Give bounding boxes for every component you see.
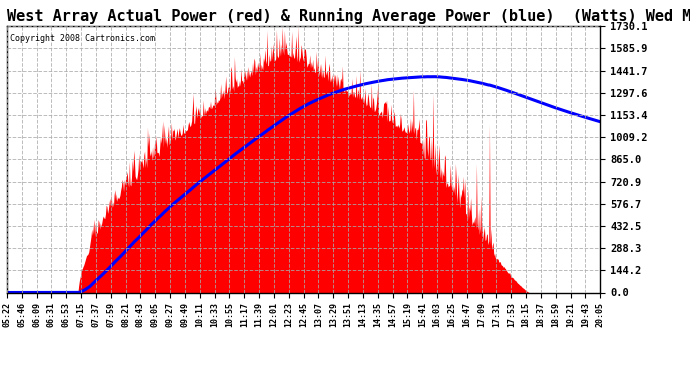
Text: West Array Actual Power (red) & Running Average Power (blue)  (Watts) Wed May 21: West Array Actual Power (red) & Running … [7, 8, 690, 24]
Text: Copyright 2008 Cartronics.com: Copyright 2008 Cartronics.com [10, 34, 155, 43]
